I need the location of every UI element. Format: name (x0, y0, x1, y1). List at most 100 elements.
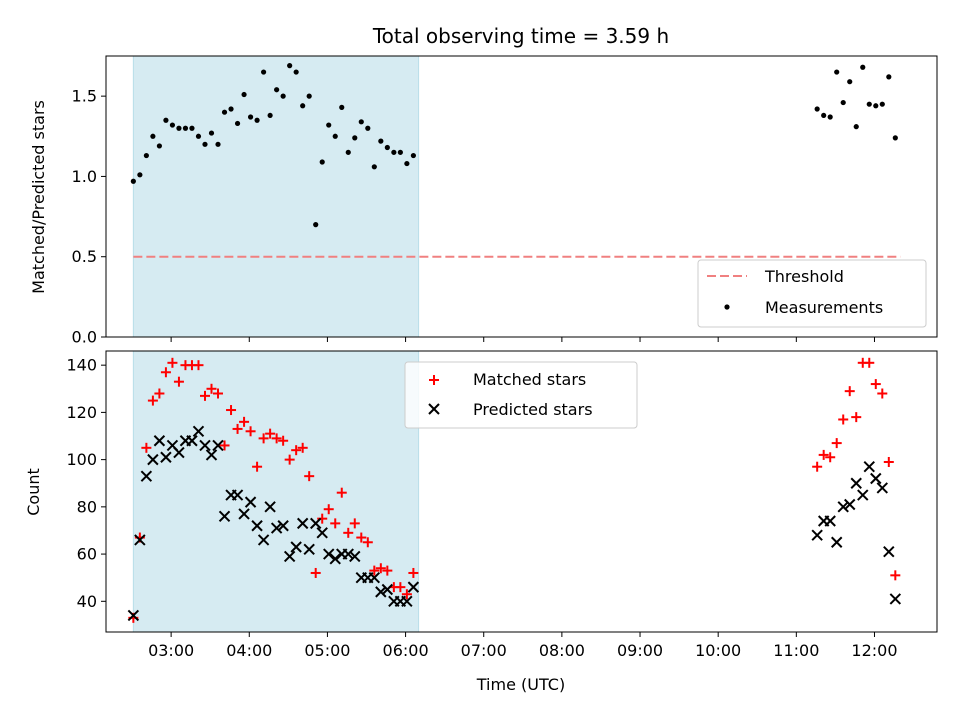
matched-star-point (870, 379, 881, 390)
legend-matched-label: Matched stars (473, 370, 586, 389)
matched-star-point (160, 367, 171, 378)
predicted-mark-b (212, 439, 224, 452)
matched-star-point (382, 565, 393, 576)
y-tick-label: 40 (77, 592, 97, 611)
predicted-mark-b (368, 571, 381, 584)
matched-star-point (252, 461, 263, 472)
matched-star-point (401, 589, 412, 600)
predicted-mark-b (277, 520, 289, 532)
predicted-star-point (303, 543, 315, 556)
matched-star-point (297, 442, 308, 453)
y-tick-label: 1.0 (72, 167, 97, 186)
measurement-point (345, 149, 351, 155)
measurement-point (287, 63, 293, 69)
matched-star-point (408, 567, 419, 578)
predicted-mark-b (127, 609, 140, 622)
predicted-star-point (218, 510, 231, 523)
matched-star-point (883, 456, 894, 467)
x-axis-label: Time (UTC) (476, 675, 565, 694)
measurement-point (391, 149, 397, 155)
predicted-mark-b (134, 534, 146, 546)
predicted-mark-b (147, 453, 159, 466)
predicted-mark-b (407, 581, 420, 593)
predicted-mark-b (303, 543, 315, 556)
predicted-star-point (375, 586, 387, 598)
predicted-star-point (186, 435, 198, 447)
matched-star-point (239, 416, 250, 427)
predicted-mark-b (870, 472, 882, 485)
predicted-star-point (296, 517, 309, 530)
predicted-star-point (134, 534, 146, 546)
matched-star-point (369, 565, 380, 576)
x-tick-label: 12:00 (851, 641, 897, 660)
y-tick-label: 0.0 (72, 328, 97, 347)
measurement-point (378, 138, 384, 144)
matched-star-point (323, 504, 334, 515)
matched-star-point (147, 395, 158, 406)
legend-measurements-swatch (724, 304, 730, 310)
predicted-star-point (316, 527, 328, 539)
predicted-star-point (857, 489, 869, 501)
measurement-point (332, 133, 338, 139)
matched-star-point (343, 527, 354, 538)
matched-star-point (206, 383, 217, 394)
matched-star-point (362, 537, 373, 548)
measurement-point (873, 103, 879, 109)
measurement-point (404, 160, 410, 167)
predicted-mark-b (323, 548, 335, 560)
predicted-star-point (140, 470, 153, 482)
measurement-point (143, 152, 149, 159)
y-tick-label: 120 (66, 403, 97, 422)
predicted-mark-b (811, 529, 823, 541)
measurement-point (221, 109, 228, 115)
matched-star-point (154, 388, 165, 399)
measurement-point (313, 222, 319, 228)
predicted-mark-b (876, 482, 889, 494)
measurement-point (326, 122, 332, 128)
predicted-star-point (837, 501, 849, 513)
predicted-mark-b (381, 583, 394, 596)
predicted-mark-b (857, 489, 869, 501)
predicted-mark-b (244, 496, 257, 508)
measurement-point (228, 106, 234, 112)
matched-star-point (330, 518, 341, 529)
predicted-mark-b (264, 501, 276, 513)
legend-matched-swatch (429, 375, 439, 385)
matched-star-point (844, 386, 855, 397)
measurement-point (150, 133, 156, 139)
measurement-point (215, 141, 221, 147)
measurement-point (137, 172, 143, 178)
measurement-point (410, 152, 416, 159)
predicted-mark-b (342, 548, 354, 560)
y-tick-label: 100 (66, 450, 97, 469)
predicted-mark-b (290, 541, 302, 553)
predicted-mark-b (830, 536, 843, 548)
matched-star-point (219, 440, 230, 451)
matched-star-point (831, 438, 842, 449)
matched-star-point (877, 388, 888, 399)
predicted-star-point (811, 529, 823, 541)
predicted-mark-b (173, 446, 185, 459)
measurement-point (274, 87, 280, 93)
predicted-mark-b (283, 550, 296, 563)
matched-star-point (818, 449, 829, 460)
matched-star-point (395, 582, 406, 593)
measurement-point (202, 141, 208, 147)
predicted-star-point (329, 553, 341, 565)
predicted-star-point (876, 482, 889, 494)
predicted-star-point (160, 451, 172, 463)
predicted-mark-b (296, 517, 309, 530)
predicted-star-point (830, 536, 843, 548)
ratio-legend-box (697, 259, 927, 328)
measurement-point (241, 91, 247, 98)
y-tick-label: 140 (66, 356, 97, 375)
legend-measurements-label: Measurements (765, 298, 883, 317)
predicted-star-point (824, 515, 836, 527)
predicted-star-point (147, 453, 159, 466)
predicted-mark-b (309, 517, 322, 530)
count-panel-highlight-span (132, 350, 420, 633)
chart-title: Total observing time = 3.59 h (372, 24, 669, 48)
y-tick-label: 80 (77, 497, 97, 516)
predicted-mark-b (349, 550, 361, 563)
ratio-panel-highlight-span (132, 55, 420, 338)
